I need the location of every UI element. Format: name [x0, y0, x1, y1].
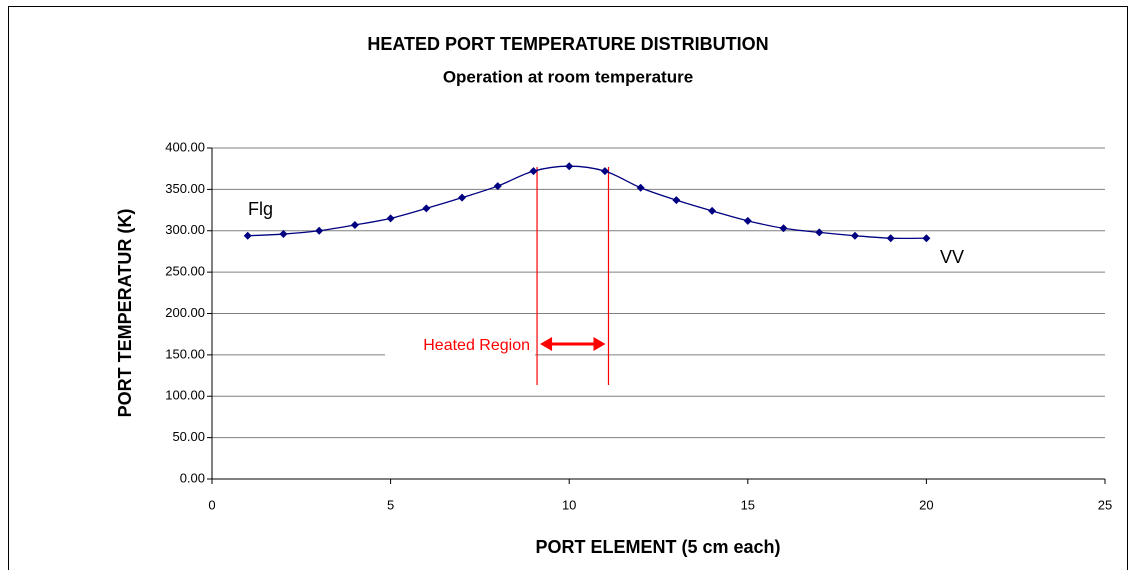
y-tick-label: 400.00: [165, 139, 205, 154]
marker: [636, 183, 645, 192]
x-tick-label: 0: [208, 497, 215, 512]
annotation: VV: [940, 247, 964, 267]
chart-title: HEATED PORT TEMPERATURE DISTRIBUTION: [367, 34, 768, 54]
y-tick-label: 150.00: [165, 346, 205, 361]
x-tick-label: 25: [1098, 497, 1112, 512]
y-tick-label: 200.00: [165, 305, 205, 320]
marker: [779, 224, 788, 233]
marker: [350, 220, 359, 229]
marker: [529, 167, 538, 176]
marker: [815, 228, 824, 237]
arrow-head: [593, 337, 606, 351]
y-tick-label: 0.00: [180, 470, 205, 485]
marker: [850, 231, 859, 240]
x-tick-label: 20: [919, 497, 933, 512]
annotation: Flg: [248, 199, 273, 219]
y-tick-label: 300.00: [165, 222, 205, 237]
marker: [243, 231, 252, 240]
arrow-head: [540, 337, 553, 351]
marker: [565, 162, 574, 171]
marker: [493, 182, 502, 191]
y-axis-label: PORT TEMPERATUR (K): [115, 209, 135, 418]
y-tick-label: 250.00: [165, 264, 205, 279]
marker: [458, 193, 467, 202]
chart-subtitle: Operation at room temperature: [443, 67, 693, 86]
marker: [386, 214, 395, 223]
marker: [315, 226, 324, 235]
y-tick-label: 350.00: [165, 181, 205, 196]
y-tick-label: 100.00: [165, 388, 205, 403]
marker: [279, 230, 288, 239]
marker: [672, 196, 681, 205]
marker: [708, 206, 717, 215]
marker: [743, 216, 752, 225]
x-axis-label: PORT ELEMENT (5 cm each): [535, 537, 780, 557]
label-bg: [385, 333, 535, 359]
y-tick-label: 50.00: [172, 429, 205, 444]
x-tick-label: 10: [562, 497, 576, 512]
x-tick-label: 15: [741, 497, 755, 512]
marker: [886, 234, 895, 243]
marker: [922, 234, 931, 243]
x-tick-label: 5: [387, 497, 394, 512]
chart-border: [8, 6, 1128, 570]
marker: [422, 204, 431, 213]
region-label: Heated Region: [423, 337, 530, 354]
marker: [600, 167, 609, 176]
